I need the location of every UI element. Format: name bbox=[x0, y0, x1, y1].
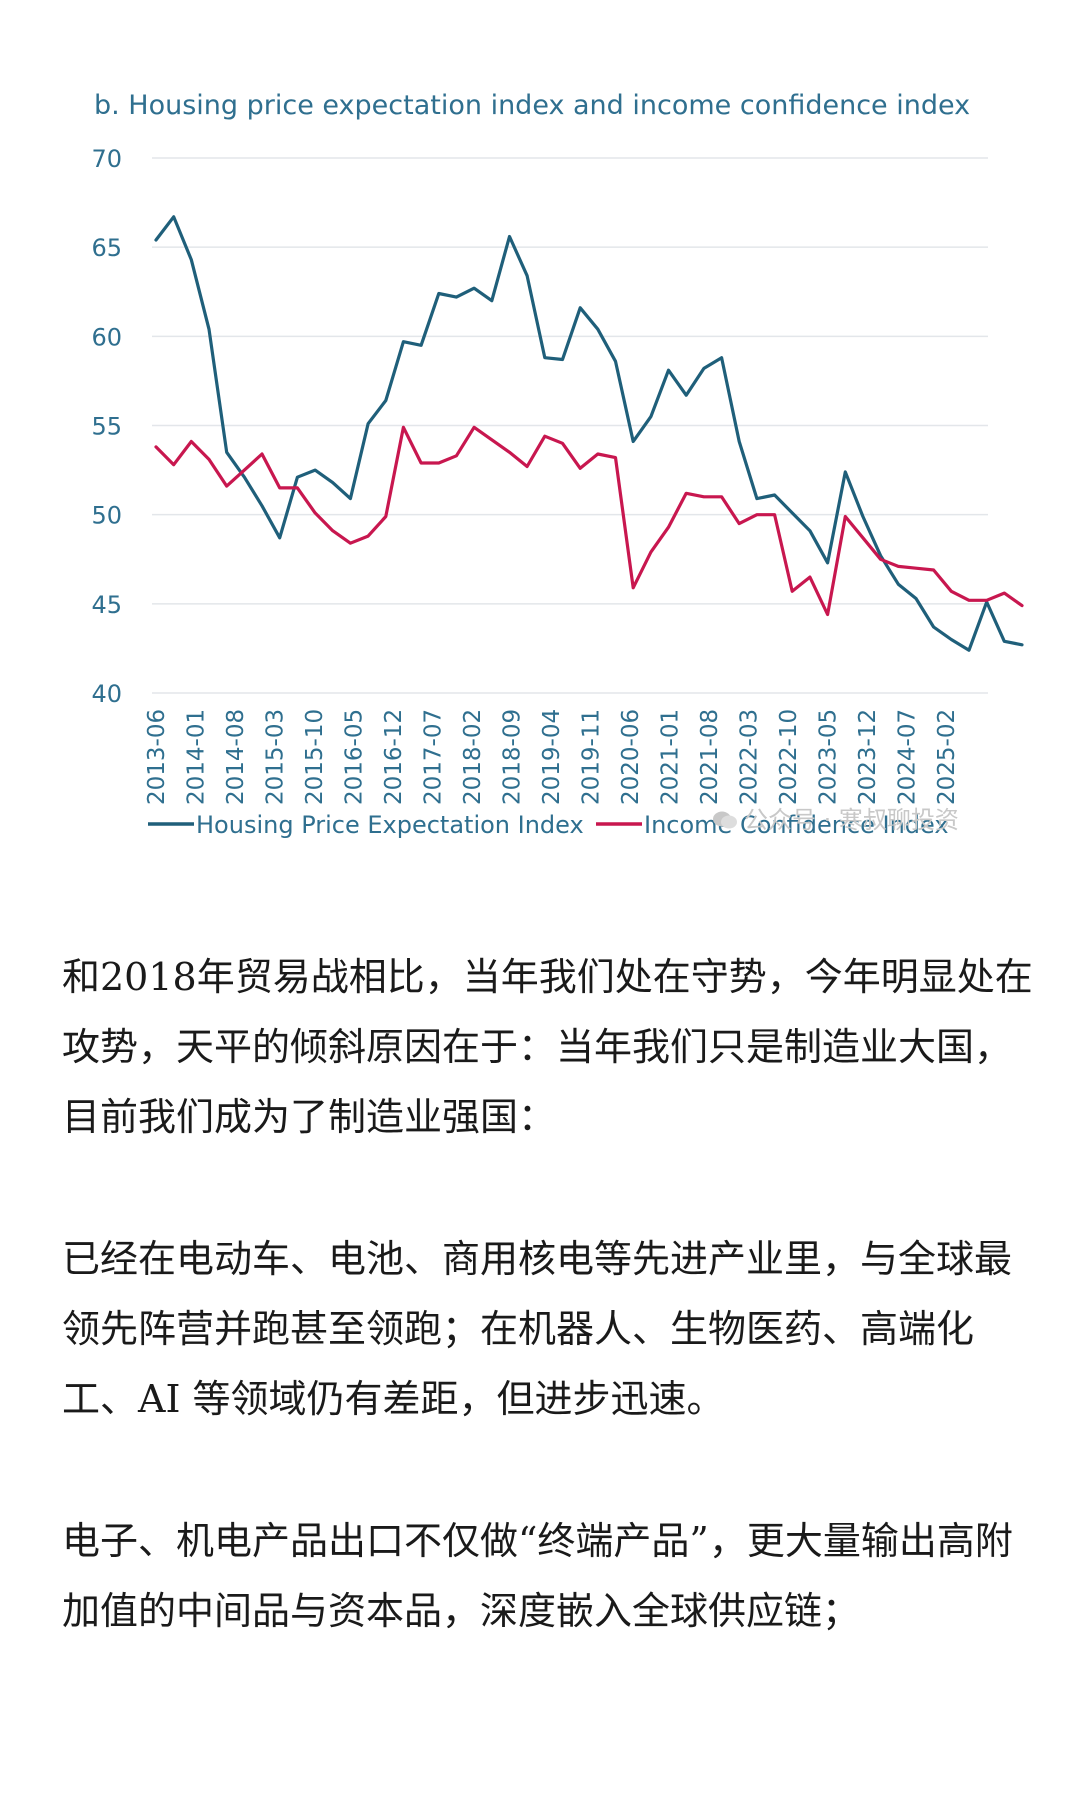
y-tick-label: 50 bbox=[91, 502, 122, 530]
x-tick-label: 2016-05 bbox=[342, 709, 368, 805]
y-tick-label: 60 bbox=[91, 323, 122, 351]
y-tick-label: 55 bbox=[91, 413, 122, 441]
x-tick-label: 2018-02 bbox=[460, 709, 486, 805]
x-tick-label: 2013-06 bbox=[144, 709, 170, 805]
x-tick-label: 2021-08 bbox=[697, 709, 723, 805]
legend-label: Income Confidence Index bbox=[644, 811, 949, 839]
x-tick-label: 2024-07 bbox=[895, 709, 921, 805]
x-tick-label: 2019-04 bbox=[539, 709, 565, 805]
x-tick-label: 2022-03 bbox=[737, 709, 763, 805]
article-paragraph: 和2018年贸易战相比，当年我们处在守势，今年明显处在攻势，天平的倾斜原因在于：… bbox=[62, 955, 1033, 1139]
series-line-income-confidence bbox=[154, 425, 1024, 617]
x-tick-label: 2021-01 bbox=[658, 709, 684, 805]
x-tick-label: 2022-10 bbox=[776, 709, 802, 805]
chart-figure: b. Housing price expectation index and i… bbox=[0, 0, 1080, 860]
y-tick-label: 65 bbox=[91, 234, 122, 262]
x-tick-label: 2017-07 bbox=[421, 709, 447, 805]
x-tick-label: 2018-09 bbox=[500, 709, 526, 805]
x-tick-label: 2025-02 bbox=[934, 709, 960, 805]
y-tick-label: 40 bbox=[91, 680, 122, 708]
line-chart: b. Housing price expectation index and i… bbox=[91, 90, 1024, 839]
x-tick-label: 2020-06 bbox=[618, 709, 644, 805]
x-tick-label: 2014-01 bbox=[184, 709, 210, 805]
x-tick-label: 2019-11 bbox=[579, 709, 605, 805]
legend-label: Housing Price Expectation Index bbox=[196, 811, 584, 839]
x-tick-label: 2014-08 bbox=[223, 709, 249, 805]
y-tick-label: 45 bbox=[91, 591, 122, 619]
article-paragraph: 已经在电动车、电池、商用核电等先进产业里，与全球最领先阵营并跑甚至领跑；在机器人… bbox=[62, 1237, 1013, 1421]
x-tick-label: 2015-03 bbox=[263, 709, 289, 805]
x-tick-label: 2016-12 bbox=[381, 709, 407, 805]
chart-title: b. Housing price expectation index and i… bbox=[94, 90, 970, 121]
y-tick-label: 70 bbox=[91, 145, 122, 173]
article-paragraph: 电子、机电产品出口不仅做“终端产品”，更大量输出高附加值的中间品与资本品，深度嵌… bbox=[62, 1519, 1013, 1633]
x-tick-label: 2023-05 bbox=[816, 709, 842, 805]
series-line-housing-price-expectation bbox=[154, 215, 1024, 652]
x-tick-label: 2023-12 bbox=[855, 709, 881, 805]
x-tick-label: 2015-10 bbox=[302, 709, 328, 805]
article-body: 和2018年贸易战相比，当年我们处在守势，今年明显处在攻势，天平的倾斜原因在于：… bbox=[62, 942, 1042, 1718]
